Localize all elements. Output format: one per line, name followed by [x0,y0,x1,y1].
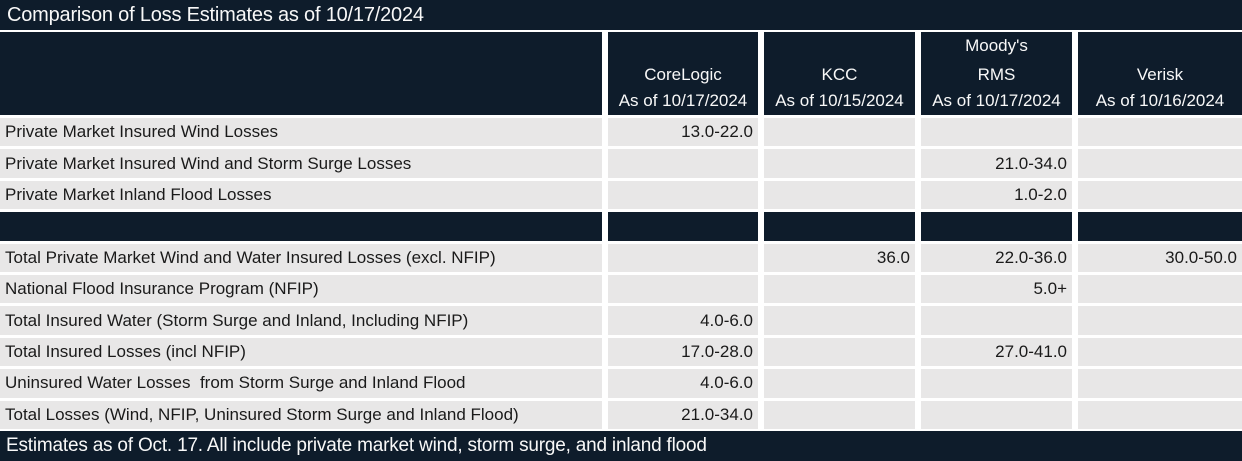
column-header-verisk: Verisk As of 10/16/2024 [1078,32,1242,115]
row-label: Total Insured Water (Storm Surge and Inl… [0,306,602,335]
verisk-value-cell [1078,306,1242,335]
page-title: Comparison of Loss Estimates as of 10/17… [0,0,1242,30]
corelogic-value-cell: 17.0-28.0 [608,337,758,367]
kcc-value-cell [764,149,915,178]
header-corner-cell [0,32,602,115]
column-as-of-date: As of 10/16/2024 [1095,91,1225,110]
corelogic-value-cell [608,274,758,304]
row-label [0,212,602,241]
moodys-rms-value-cell [921,118,1072,147]
moodys-rms-value-cell [921,306,1072,335]
corelogic-value-cell [608,149,758,178]
corelogic-value-cell [608,180,758,210]
moodys-rms-value-cell: 27.0-41.0 [921,337,1072,367]
kcc-value-cell [764,400,915,429]
row-label: Private Market Insured Wind and Storm Su… [0,149,602,178]
verisk-value-cell: 30.0-50.0 [1078,243,1242,272]
column-as-of-date: As of 10/17/2024 [618,91,748,110]
column-name: Moody's RMS [965,36,1028,84]
verisk-value-cell [1078,180,1242,210]
verisk-value-cell [1078,274,1242,304]
kcc-value-cell [764,212,915,241]
moodys-rms-value-cell: 21.0-34.0 [921,149,1072,178]
comparison-table: CoreLogic As of 10/17/2024 KCC As of 10/… [0,32,1242,429]
moodys-rms-value-cell [921,212,1072,241]
corelogic-value-cell [608,243,758,272]
corelogic-value-cell: 4.0-6.0 [608,306,758,335]
corelogic-value-cell: 4.0-6.0 [608,369,758,398]
verisk-value-cell [1078,337,1242,367]
row-label: National Flood Insurance Program (NFIP) [0,274,602,304]
kcc-value-cell: 36.0 [764,243,915,272]
column-name: Verisk [1136,65,1184,84]
moodys-rms-value-cell [921,400,1072,429]
moodys-rms-value-cell: 22.0-36.0 [921,243,1072,272]
moodys-rms-value-cell: 1.0-2.0 [921,180,1072,210]
corelogic-value-cell: 21.0-34.0 [608,400,758,429]
column-header-moodys-rms: Moody's RMS As of 10/17/2024 [921,32,1072,115]
verisk-value-cell [1078,149,1242,178]
kcc-value-cell [764,337,915,367]
kcc-value-cell [764,306,915,335]
corelogic-value-cell [608,212,758,241]
row-label: Total Private Market Wind and Water Insu… [0,243,602,272]
row-label: Private Market Insured Wind Losses [0,118,602,147]
kcc-value-cell [764,369,915,398]
row-label: Private Market Inland Flood Losses [0,180,602,210]
footnote: Estimates as of Oct. 17. All include pri… [0,430,1242,461]
column-header-kcc: KCC As of 10/15/2024 [764,32,915,115]
kcc-value-cell [764,180,915,210]
kcc-value-cell [764,274,915,304]
corelogic-value-cell: 13.0-22.0 [608,118,758,147]
column-name: CoreLogic [644,65,722,84]
column-as-of-date: As of 10/17/2024 [932,91,1061,110]
verisk-value-cell [1078,400,1242,429]
column-name: KCC [821,65,858,84]
column-as-of-date: As of 10/15/2024 [775,91,904,110]
kcc-value-cell [764,118,915,147]
row-label: Total Insured Losses (incl NFIP) [0,337,602,367]
verisk-value-cell [1078,212,1242,241]
verisk-value-cell [1078,369,1242,398]
column-header-corelogic: CoreLogic As of 10/17/2024 [608,32,758,115]
verisk-value-cell [1078,118,1242,147]
moodys-rms-value-cell: 5.0+ [921,274,1072,304]
row-label: Total Losses (Wind, NFIP, Uninsured Stor… [0,400,602,429]
moodys-rms-value-cell [921,369,1072,398]
row-label: Uninsured Water Losses from Storm Surge … [0,369,602,398]
